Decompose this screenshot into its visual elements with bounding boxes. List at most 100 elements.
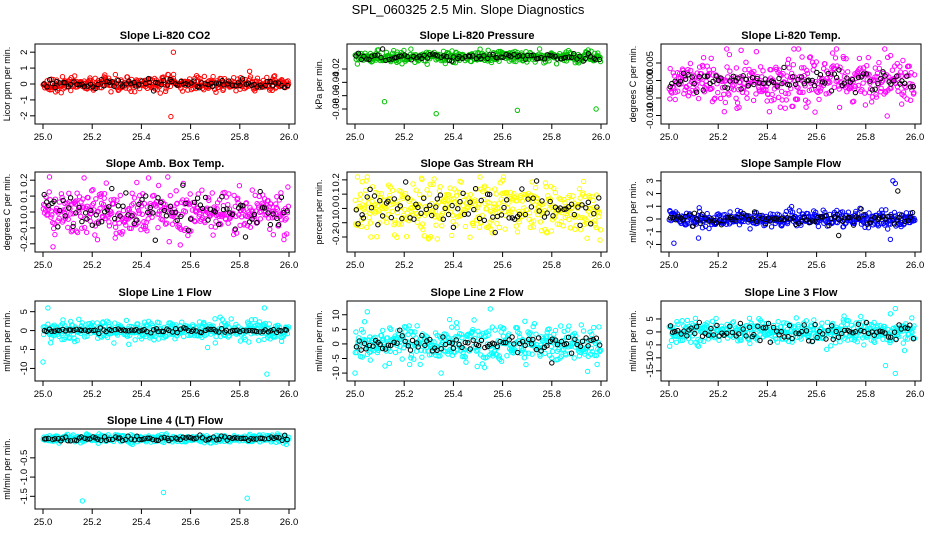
selected-point	[136, 201, 142, 208]
data-point	[901, 93, 907, 99]
selected-point	[825, 70, 831, 77]
selected-point	[76, 204, 82, 211]
data-point	[424, 187, 430, 193]
data-point	[368, 234, 374, 240]
x-tick-label: 26.0	[592, 260, 611, 271]
selected-point	[910, 84, 916, 90]
selected-point	[276, 221, 282, 228]
selected-point	[104, 207, 111, 213]
data-point	[83, 229, 90, 236]
selected-point	[685, 72, 691, 78]
selected-point	[852, 89, 859, 96]
panel-ambbox: Slope Amb. Box Temp. degrees C per min. 25…	[2, 158, 298, 271]
selected-point	[427, 52, 433, 58]
x-tick-label: 25.8	[231, 132, 250, 143]
data-point	[399, 356, 405, 362]
data-point	[456, 189, 463, 196]
data-point	[584, 368, 591, 375]
data-point	[889, 67, 896, 73]
data-point	[850, 79, 856, 85]
x-tick-label: 25.4	[758, 132, 777, 143]
x-tick-label: 25.0	[34, 260, 53, 271]
data-point	[734, 100, 741, 106]
outlier-point	[246, 68, 253, 75]
data-point	[827, 79, 833, 86]
data-point	[285, 184, 291, 190]
selected-point	[591, 55, 597, 61]
selected-point	[212, 209, 219, 215]
selected-point	[249, 216, 255, 222]
selected-point	[718, 75, 724, 81]
panel-title: Slope Amb. Box Temp.	[106, 158, 225, 170]
selected-point	[438, 54, 444, 60]
outlier-point	[892, 305, 898, 312]
data-point	[113, 224, 119, 230]
selected-point	[191, 78, 197, 84]
x-tick-label: 26.0	[280, 389, 299, 400]
data-point	[395, 221, 402, 227]
selected-point	[267, 78, 273, 85]
data-point	[88, 210, 94, 216]
data-point	[862, 90, 868, 96]
y-axis-label: degrees C per min.	[2, 174, 12, 251]
data-point	[398, 188, 404, 195]
data-point	[785, 56, 792, 62]
data-point	[708, 55, 714, 61]
data-point	[67, 211, 74, 217]
data-point	[420, 226, 426, 233]
data-point	[667, 65, 673, 72]
selected-point	[139, 78, 145, 84]
data-point	[894, 60, 900, 67]
data-point	[366, 214, 372, 221]
selected-point	[129, 213, 135, 219]
data-point	[101, 195, 107, 201]
data-point	[363, 187, 369, 194]
x-tick-label: 26.0	[592, 132, 611, 143]
selected-point	[396, 53, 402, 59]
selected-point	[41, 81, 47, 87]
y-tick-label: -10	[19, 362, 30, 376]
data-point	[859, 87, 865, 93]
data-point	[474, 363, 480, 370]
x-tick-label: 25.2	[709, 260, 728, 271]
selected-point	[74, 81, 80, 88]
selected-point	[164, 82, 171, 88]
data-point	[108, 89, 114, 95]
x-tick-label: 25.6	[493, 260, 512, 271]
x-tick-label: 25.8	[543, 389, 562, 400]
selected-point	[79, 218, 85, 225]
panel-title: Slope Li-820 Pressure	[420, 30, 535, 42]
data-point	[864, 62, 870, 69]
y-tick-label: -2	[645, 240, 656, 248]
data-point	[873, 91, 879, 98]
data-point	[72, 199, 78, 205]
selected-point	[751, 81, 757, 88]
selected-point	[386, 56, 392, 63]
selected-point	[538, 54, 544, 61]
data-point	[552, 190, 559, 196]
data-point	[521, 355, 528, 361]
data-point	[164, 220, 170, 226]
data-point	[352, 197, 358, 203]
data-point	[788, 85, 794, 92]
data-point	[857, 65, 863, 71]
selected-point	[264, 79, 271, 85]
data-point	[454, 189, 460, 195]
data-point	[106, 223, 113, 229]
data-point	[268, 201, 274, 207]
data-point	[462, 223, 469, 230]
x-tick-label: 25.4	[758, 389, 777, 400]
data-point	[500, 177, 506, 184]
data-point	[392, 220, 399, 226]
selected-point	[41, 191, 47, 198]
y-tick-label: 0.0	[19, 205, 30, 218]
data-point	[817, 88, 823, 94]
x-tick-label: 25.0	[34, 132, 53, 143]
y-axis-label: ml/min per min.	[2, 438, 12, 500]
outlier-point	[352, 370, 358, 376]
data-point	[812, 109, 818, 115]
data-point	[135, 207, 142, 214]
data-point	[813, 59, 819, 65]
data-point	[519, 198, 525, 204]
selected-point	[388, 214, 394, 221]
